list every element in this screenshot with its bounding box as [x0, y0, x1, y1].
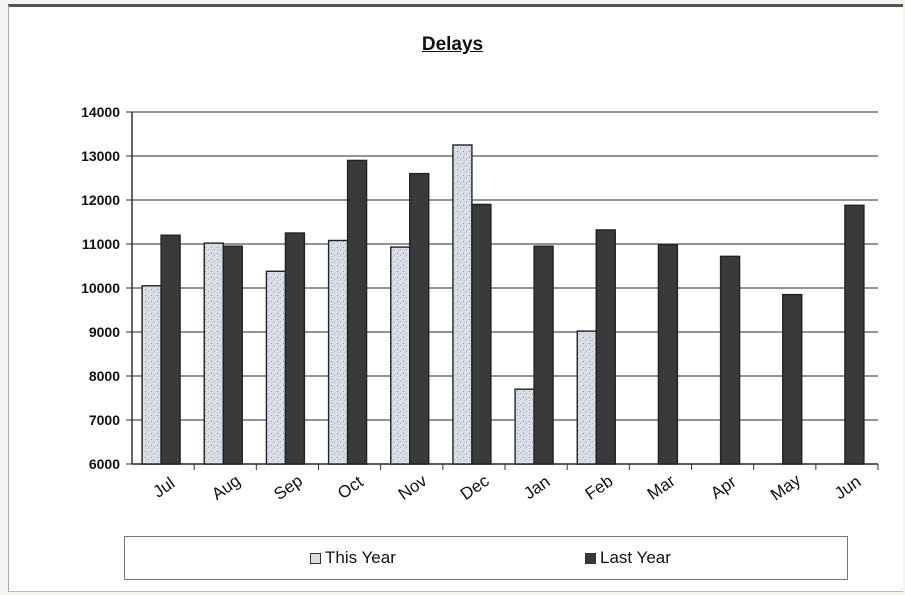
legend-item-this-year: This Year [310, 548, 396, 568]
bar-last-year [719, 255, 741, 465]
bar-last-year [471, 203, 492, 465]
bar-this-year [452, 144, 473, 465]
legend-label-last-year: Last Year [600, 548, 671, 567]
y-tick-label: 10000 [81, 280, 120, 296]
bar-last-year [222, 245, 243, 465]
y-tick-label: 8000 [89, 368, 120, 384]
bar-this-year [390, 246, 411, 465]
chart-legend: This Year Last Year [124, 536, 848, 580]
bar-this-year [514, 388, 535, 465]
x-tick-label: Mar [644, 471, 679, 504]
legend-swatch-last-year [585, 552, 596, 564]
y-tick-label: 11000 [82, 236, 120, 252]
x-tick-label: Feb [582, 471, 617, 503]
y-tick-label: 7000 [89, 412, 120, 428]
y-tick-label: 12000 [81, 192, 120, 208]
legend-label-this-year: This Year [325, 548, 396, 567]
x-tick-label: May [767, 470, 805, 504]
bar-this-year [327, 239, 349, 465]
bar-last-year [782, 293, 803, 465]
x-tick-label: Apr [707, 472, 740, 503]
chart-title: Delays [421, 34, 484, 55]
x-tick-label: Jul [150, 473, 179, 501]
bar-last-year [595, 229, 616, 465]
x-tick-label: Aug [208, 471, 244, 504]
bar-last-year [844, 204, 865, 465]
x-tick-label: Sep [270, 471, 306, 504]
legend-swatch-this-year [310, 552, 321, 564]
y-tick-label: 6000 [89, 456, 120, 472]
bar-last-year [160, 234, 181, 465]
bar-last-year [284, 232, 306, 465]
y-tick-label: 14000 [81, 104, 120, 120]
x-tick-label: Nov [395, 471, 431, 504]
y-tick-label: 13000 [81, 148, 120, 164]
x-tick-label: Dec [457, 471, 493, 504]
bar-this-year [141, 285, 162, 465]
x-tick-label: Oct [334, 472, 367, 503]
bar-last-year [346, 159, 368, 465]
y-tick-label: 9000 [89, 324, 120, 340]
x-tick-label: Jun [831, 472, 864, 503]
bar-this-year [576, 330, 597, 465]
x-tick-label: Jan [520, 472, 553, 503]
bar-this-year [265, 270, 287, 465]
bar-last-year [409, 172, 430, 465]
bar-last-year [657, 244, 679, 465]
bar-last-year [533, 245, 554, 465]
bar-this-year [203, 242, 224, 465]
legend-item-last-year: Last Year [585, 548, 671, 568]
